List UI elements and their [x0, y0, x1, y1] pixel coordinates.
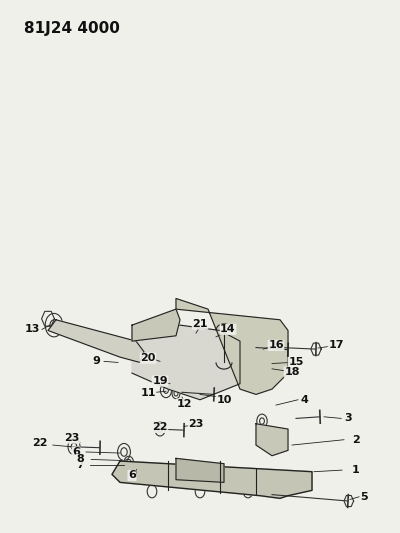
Text: 1: 1	[352, 465, 360, 475]
Polygon shape	[256, 424, 288, 456]
Polygon shape	[132, 325, 240, 400]
Polygon shape	[176, 458, 224, 482]
Text: 18: 18	[284, 367, 300, 377]
Text: 16: 16	[268, 341, 284, 350]
Text: 22: 22	[152, 423, 168, 432]
Polygon shape	[176, 298, 288, 394]
Text: 3: 3	[344, 414, 352, 423]
Text: 23: 23	[188, 419, 204, 429]
Text: 19: 19	[152, 376, 168, 386]
Text: 13: 13	[24, 325, 40, 334]
Text: 17: 17	[328, 341, 344, 350]
Text: 81J24 4000: 81J24 4000	[24, 21, 120, 36]
Text: 22: 22	[32, 439, 48, 448]
Polygon shape	[48, 320, 144, 362]
Text: 15: 15	[288, 358, 304, 367]
Text: 14: 14	[220, 325, 236, 334]
Text: 5: 5	[360, 492, 368, 502]
Text: 8: 8	[76, 455, 84, 464]
Text: 6: 6	[128, 471, 136, 480]
Polygon shape	[132, 309, 180, 341]
Text: 6: 6	[72, 447, 80, 457]
Text: 2: 2	[352, 435, 360, 445]
Text: 7: 7	[76, 460, 84, 470]
Text: 9: 9	[92, 357, 100, 366]
Polygon shape	[112, 461, 312, 498]
Text: 20: 20	[140, 353, 156, 363]
Text: 10: 10	[216, 395, 232, 405]
Text: 21: 21	[192, 319, 208, 329]
Text: 4: 4	[300, 395, 308, 405]
Text: 11: 11	[140, 389, 156, 398]
Text: 12: 12	[176, 399, 192, 409]
Text: 23: 23	[64, 433, 80, 443]
